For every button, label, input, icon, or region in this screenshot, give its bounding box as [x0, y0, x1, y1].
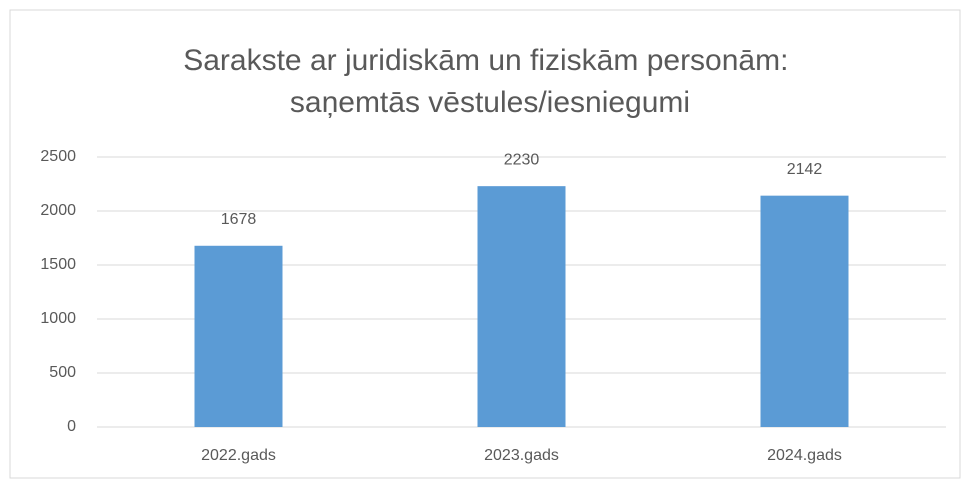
- y-tick-label: 0: [67, 418, 76, 435]
- y-tick-label: 2500: [40, 148, 76, 165]
- chart-title: Sarakste ar juridiskām un fiziskām perso…: [183, 44, 797, 119]
- x-tick-label: 2023.gads: [484, 447, 559, 464]
- y-tick-label: 500: [49, 364, 76, 381]
- x-tick-label: 2022.gads: [201, 447, 276, 464]
- title-line: saņemtās vēstules/iesniegumi: [290, 86, 690, 119]
- title-line: Sarakste ar juridiskām un fiziskām perso…: [183, 44, 788, 77]
- y-tick-label: 2000: [40, 202, 76, 219]
- y-tick-label: 1000: [40, 310, 76, 327]
- bar: [194, 245, 283, 427]
- bar: [760, 195, 849, 427]
- bar: [477, 186, 566, 427]
- data-label: 2230: [504, 151, 540, 168]
- y-tick-label: 1500: [40, 256, 76, 273]
- x-tick-label: 2024.gads: [767, 447, 842, 464]
- data-label: 1678: [221, 211, 257, 228]
- data-label: 2142: [787, 161, 823, 178]
